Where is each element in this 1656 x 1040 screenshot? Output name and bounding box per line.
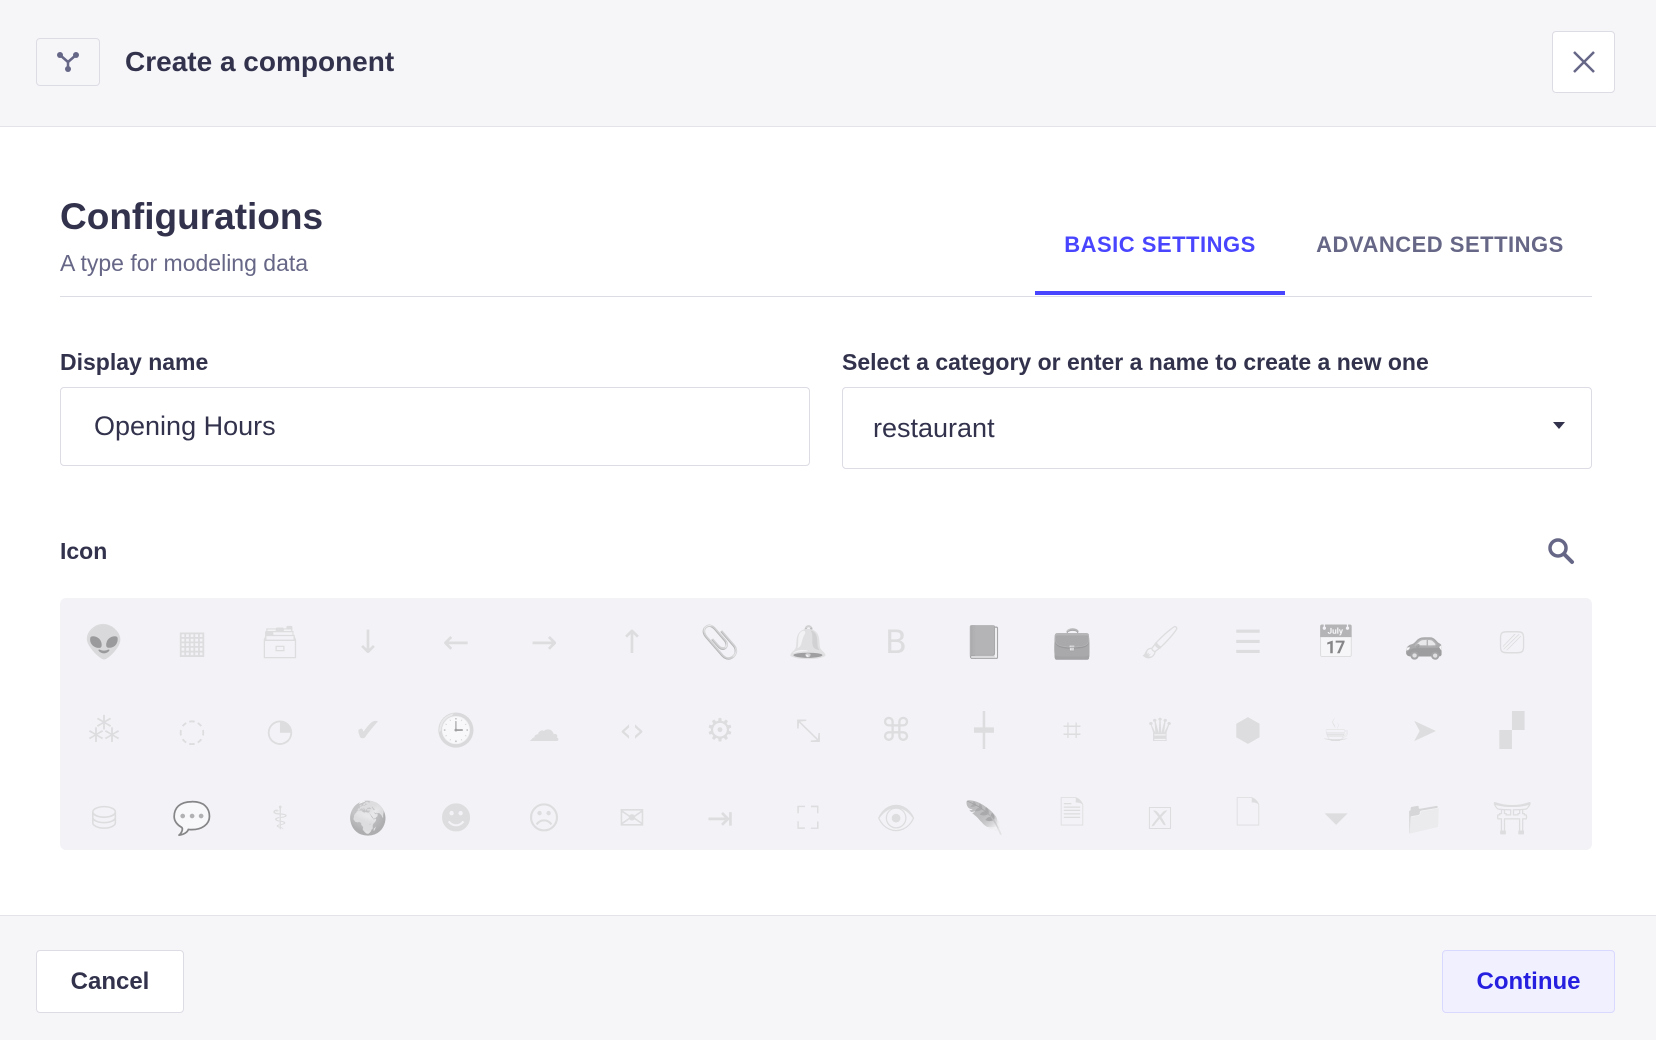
cog-icon[interactable]: ⚙ [705, 711, 735, 749]
command-icon[interactable]: ⌘ [880, 711, 912, 749]
search-icon[interactable] [1545, 535, 1577, 567]
close-button[interactable] [1552, 31, 1615, 93]
brush-icon[interactable]: 🖌 [1139, 623, 1181, 661]
briefcase-icon[interactable]: 💼 [1052, 623, 1092, 661]
chart-pie-icon[interactable]: ◔ [266, 711, 294, 749]
bold-icon[interactable]: B [885, 623, 907, 661]
expand-icon[interactable]: ⛶ [796, 798, 820, 837]
continue-button[interactable]: Continue [1442, 950, 1615, 1013]
icon-picker-grid: 👽 ▦ 🗃 ↓ ← → ↑ 📎 🔔 B 📕 💼 🖌 ☰ 📅 🚗 ⎚ ⁂ ◌ ◔ ✔ 🕒 ☁ ‹› ⚙ ⤡ ⌘ ┿ ⌗ ♛ ⬢ ☕ ➤ ▞ ⛁ 💬 ⚕ 🌍 ☻… [60, 598, 1592, 850]
tab-basic-settings[interactable]: BASIC SETTINGS [1064, 232, 1256, 257]
section-subtitle: A type for modeling data [60, 250, 309, 276]
chart-bubble-icon[interactable]: ⁂ [88, 711, 120, 749]
database-icon[interactable]: ⛁ [90, 799, 118, 837]
apps-icon[interactable]: ▦ [176, 623, 208, 661]
display-name-input[interactable]: Opening Hours [60, 387, 810, 466]
alien-icon[interactable]: 👽 [84, 623, 124, 661]
modal-header: Create a component [0, 0, 1656, 127]
emotion-happy-icon[interactable]: ☻ [439, 799, 473, 837]
arrow-up-icon[interactable]: ↑ [618, 623, 646, 661]
category-value: restaurant [873, 412, 995, 443]
archive-icon[interactable]: 🗃 [259, 623, 301, 661]
crown-icon[interactable]: ♛ [1145, 711, 1175, 749]
feather-icon[interactable]: 🪶 [964, 799, 1004, 837]
icon-label: Icon [60, 538, 108, 564]
chart-circle-icon[interactable]: ◌ [178, 711, 206, 749]
candlestick-icon[interactable]: ┿ [974, 711, 994, 749]
modal-footer: Cancel Continue [0, 915, 1656, 1040]
bell-icon[interactable]: 🔔 [788, 623, 828, 661]
display-name-label: Display name [60, 349, 209, 375]
emotion-unhappy-icon[interactable]: ☹ [527, 799, 561, 837]
file-pdf-icon[interactable]: 🗋 [1235, 794, 1261, 832]
category-label: Select a category or enter a name to cre… [842, 349, 1429, 375]
code-icon[interactable]: ‹› [619, 711, 645, 749]
filter-icon[interactable]: ⏷ [1323, 798, 1349, 837]
earth-icon[interactable]: 🌍 [348, 799, 388, 837]
exit-icon[interactable]: ⇥ [706, 799, 734, 837]
dashboard-icon[interactable]: ▞ [1499, 711, 1525, 749]
paperclip-icon[interactable]: 📎 [700, 623, 740, 661]
component-icon [36, 38, 100, 86]
check-icon[interactable]: ✔ [354, 711, 382, 749]
cloud-icon[interactable]: ☁ [528, 711, 560, 749]
arrow-down-icon[interactable]: ↓ [354, 623, 382, 661]
discuss-icon[interactable]: 💬 [172, 799, 212, 837]
chevron-down-icon [1553, 422, 1565, 429]
crop-icon[interactable]: ⌗ [1062, 710, 1082, 749]
category-select[interactable]: restaurant [842, 387, 1592, 469]
clock-icon[interactable]: 🕒 [436, 711, 476, 749]
cup-icon[interactable]: ☕ [1321, 711, 1351, 749]
cancel-button[interactable]: Cancel [36, 950, 184, 1013]
tab-advanced-settings[interactable]: ADVANCED SETTINGS [1316, 232, 1564, 257]
active-tab-indicator [1035, 291, 1285, 295]
arrow-left-icon[interactable]: ← [442, 623, 470, 661]
restaurant-icon[interactable]: ⛩ [1491, 799, 1533, 837]
book-icon[interactable]: 📕 [964, 623, 1004, 661]
calendar-icon[interactable]: 📅 [1316, 623, 1356, 661]
modal-title: Create a component [125, 46, 395, 77]
bulleted-list-icon[interactable]: ☰ [1233, 623, 1263, 661]
arrow-right-icon[interactable]: → [530, 623, 558, 661]
doctor-icon[interactable]: ⚕ [271, 799, 289, 837]
cube-icon[interactable]: ⬢ [1234, 711, 1262, 749]
cast-icon[interactable]: ⎚ [1499, 622, 1525, 661]
envelope-icon[interactable]: ✉ [618, 799, 646, 837]
tab-divider [60, 296, 1592, 297]
eye-icon[interactable]: 👁 [875, 799, 917, 837]
file-icon[interactable]: 🗎 [1059, 794, 1085, 832]
cursor-icon[interactable]: ➤ [1410, 711, 1438, 749]
car-icon[interactable]: 🚗 [1404, 623, 1444, 661]
folder-icon[interactable]: 📁 [1404, 799, 1444, 837]
collapse-icon[interactable]: ⤡ [795, 710, 821, 749]
file-error-icon[interactable]: 🗵 [1147, 798, 1173, 837]
close-icon [1572, 51, 1595, 73]
section-title: Configurations [60, 196, 324, 237]
